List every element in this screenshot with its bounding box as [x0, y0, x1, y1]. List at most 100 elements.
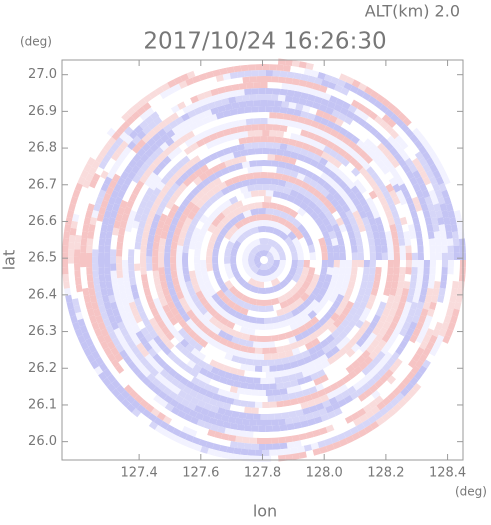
echo-cell	[420, 138, 430, 149]
echo-cell	[145, 294, 154, 304]
echo-cell	[278, 76, 286, 84]
echo-cell	[85, 173, 94, 183]
echo-cell	[368, 190, 378, 200]
echo-cell	[215, 74, 224, 82]
echo-cell	[271, 437, 279, 444]
echo-cell	[410, 238, 418, 246]
echo-cell	[398, 170, 408, 180]
echo-cell	[272, 124, 281, 131]
echo-cell	[289, 170, 299, 179]
echo-cell	[291, 237, 301, 247]
echo-cell	[181, 223, 190, 233]
echo-cell	[165, 310, 175, 320]
echo-cell	[239, 185, 249, 194]
echo-cell	[214, 99, 223, 108]
echo-cell	[83, 318, 92, 328]
echo-cell	[82, 287, 90, 296]
echo-cell	[256, 299, 264, 306]
echo-cell	[333, 175, 343, 185]
echo-cell	[293, 90, 302, 99]
echo-cell	[269, 202, 278, 210]
echo-cell	[214, 449, 223, 458]
echo-cell	[150, 307, 159, 317]
echo-cell	[178, 191, 188, 202]
echo-cell	[224, 390, 233, 399]
echo-cell	[330, 237, 339, 247]
echo-cell	[203, 421, 213, 430]
echo-cell	[117, 304, 126, 314]
echo-cell	[202, 155, 213, 165]
echo-cell	[136, 147, 146, 158]
echo-cell	[301, 142, 311, 151]
echo-cell	[150, 203, 159, 213]
echo-cell	[272, 407, 281, 414]
echo-cell	[334, 357, 345, 367]
echo-cell	[429, 163, 439, 173]
echo-cell	[298, 433, 307, 441]
echo-cell	[284, 181, 294, 190]
echo-cell	[292, 313, 303, 323]
echo-cell	[89, 331, 98, 341]
echo-cell	[87, 281, 95, 289]
echo-cell	[301, 161, 311, 171]
echo-cell	[116, 125, 126, 136]
echo-cell	[410, 365, 420, 375]
echo-cell	[361, 273, 369, 282]
echo-cell	[243, 370, 252, 378]
echo-cell	[401, 134, 412, 144]
echo-cell	[217, 123, 226, 132]
echo-cell	[159, 368, 169, 379]
echo-cell	[307, 75, 316, 83]
echo-cell	[260, 136, 268, 143]
echo-cell	[229, 294, 239, 304]
echo-cell	[326, 244, 334, 253]
echo-cell	[107, 353, 116, 363]
echo-cell	[269, 365, 277, 372]
echo-cell	[176, 267, 184, 275]
echo-cell	[199, 284, 208, 294]
echo-cell	[381, 260, 389, 268]
echo-cell	[267, 100, 275, 107]
echo-cell	[320, 98, 330, 107]
echo-cell	[157, 349, 167, 360]
echo-cell	[327, 100, 337, 110]
echo-cell	[251, 70, 259, 77]
echo-cell	[293, 440, 302, 448]
echo-cell	[442, 176, 451, 185]
echo-cell	[279, 424, 288, 432]
echo-cell	[210, 88, 219, 96]
echo-cell	[146, 249, 153, 257]
echo-cell	[128, 180, 138, 190]
echo-cell	[79, 206, 88, 215]
echo-cell	[200, 193, 210, 204]
echo-cell	[330, 312, 340, 322]
echo-cell	[105, 186, 114, 196]
echo-cell	[231, 157, 240, 165]
echo-cell	[122, 146, 132, 156]
echo-cell	[127, 340, 137, 350]
echo-cell	[64, 224, 72, 233]
echo-cell	[89, 315, 97, 324]
echo-cell	[376, 223, 385, 233]
echo-cell	[276, 148, 285, 156]
echo-cell	[207, 410, 216, 419]
echo-cell	[215, 438, 224, 446]
echo-cell	[395, 118, 405, 128]
echo-cell	[94, 144, 103, 154]
echo-cell	[305, 81, 314, 89]
echo-cell	[231, 373, 240, 382]
echo-cell	[78, 298, 86, 307]
echo-cell	[269, 64, 277, 71]
echo-cell	[222, 73, 231, 81]
echo-cell	[344, 245, 352, 253]
echo-cell	[281, 338, 290, 346]
echo-cell	[441, 301, 450, 310]
echo-cell	[376, 287, 385, 297]
echo-cell	[303, 117, 313, 126]
echo-cell	[240, 112, 249, 120]
echo-cell	[170, 270, 178, 279]
echo-cell	[128, 241, 136, 250]
echo-cell	[265, 305, 274, 312]
echo-cell	[178, 213, 188, 223]
echo-cell	[256, 268, 264, 277]
